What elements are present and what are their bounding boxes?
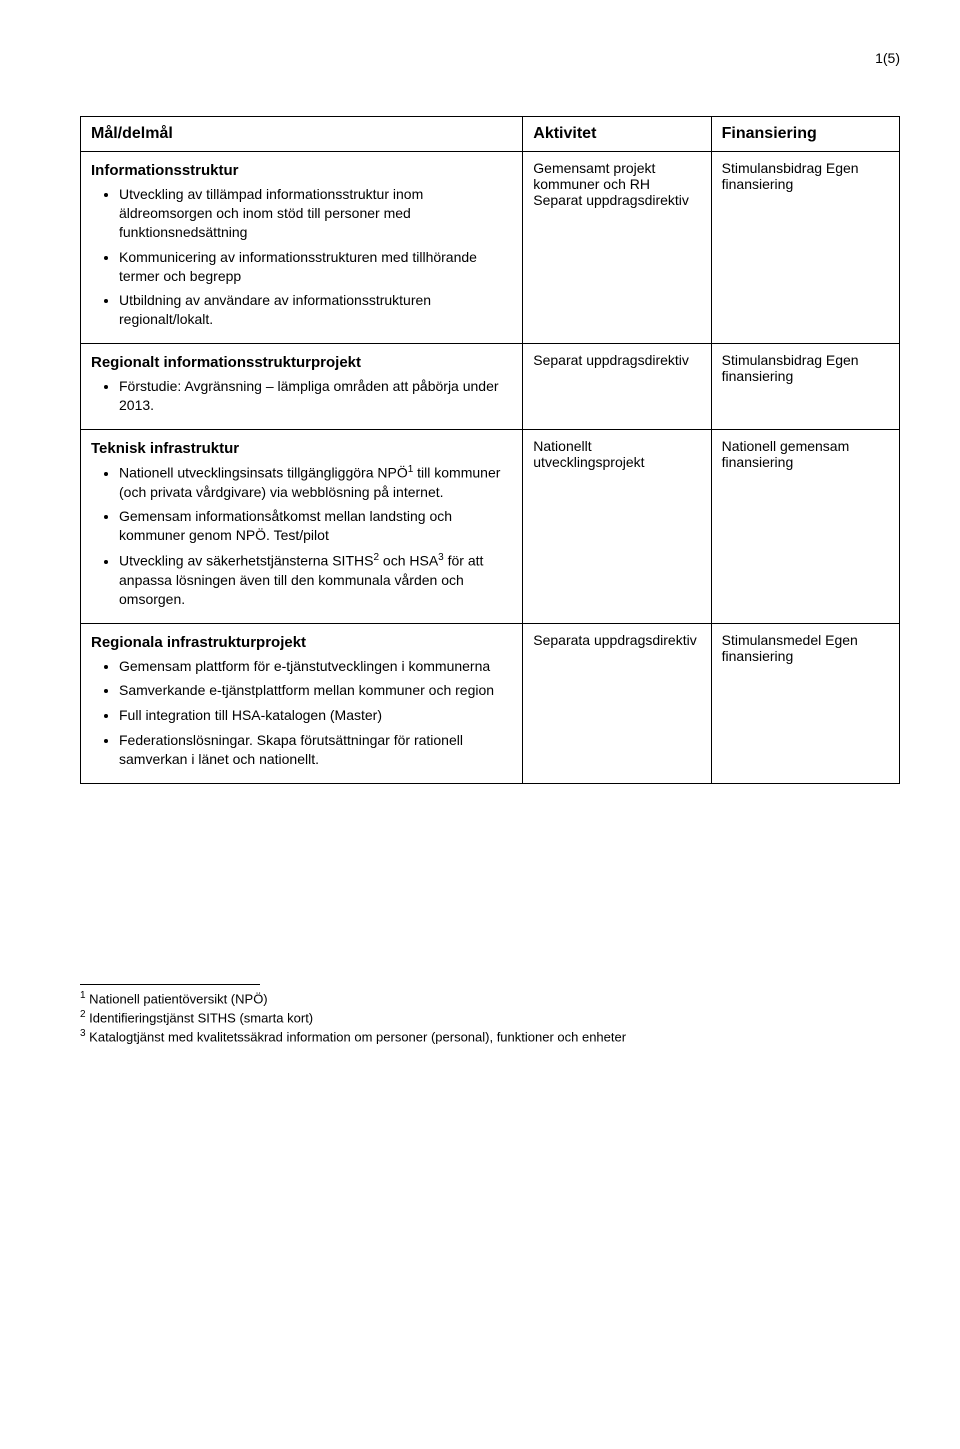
table-row: Teknisk infrastruktur Nationell utveckli… <box>81 430 900 624</box>
cell-finance-2: Stimulansbidrag Egen finansiering <box>711 344 899 430</box>
list-item: Federationslösningar. Skapa förutsättnin… <box>119 731 512 769</box>
table-row: Regionalt informationsstrukturprojekt Fö… <box>81 344 900 430</box>
cell-goal-3: Teknisk infrastruktur Nationell utveckli… <box>81 430 523 624</box>
list-item: Nationell utvecklingsinsats tillgängligg… <box>119 463 512 501</box>
cell-finance-1: Stimulansbidrag Egen finansiering <box>711 152 899 344</box>
main-table: Mål/delmål Aktivitet Finansiering Inform… <box>80 116 900 784</box>
cell-goal-4: Regionala infrastrukturprojekt Gemensam … <box>81 623 523 783</box>
table-row: Informationsstruktur Utveckling av tillä… <box>81 152 900 344</box>
list-item: Gemensam plattform för e-tjänstutvecklin… <box>119 657 512 676</box>
table-row: Regionala infrastrukturprojekt Gemensam … <box>81 623 900 783</box>
list-item: Samverkande e-tjänstplattform mellan kom… <box>119 681 512 700</box>
list-item: Kommunicering av informationsstrukturen … <box>119 248 512 286</box>
list-item: Gemensam informationsåtkomst mellan land… <box>119 507 512 545</box>
page-number: 1(5) <box>80 50 900 66</box>
header-col3: Finansiering <box>711 117 899 152</box>
cell-activity-4: Separata uppdragsdirektiv <box>523 623 711 783</box>
cell-activity-1: Gemensamt projekt kommuner och RH Separa… <box>523 152 711 344</box>
section-title: Informationsstruktur <box>91 162 512 179</box>
text: Nationell utvecklingsinsats tillgängligg… <box>119 465 408 481</box>
footnote-1: 1 Nationell patientöversikt (NPÖ) <box>80 989 900 1008</box>
cell-finance-4: Stimulansmedel Egen finansiering <box>711 623 899 783</box>
footnote-2: 2 Identifieringstjänst SITHS (smarta kor… <box>80 1008 900 1027</box>
cell-finance-3: Nationell gemensam finansiering <box>711 430 899 624</box>
cell-goal-2: Regionalt informationsstrukturprojekt Fö… <box>81 344 523 430</box>
header-row: Mål/delmål Aktivitet Finansiering <box>81 117 900 152</box>
footnote-3: 3 Katalogtjänst med kvalitetssäkrad info… <box>80 1027 900 1046</box>
section-title: Regionala infrastrukturprojekt <box>91 634 512 651</box>
header-col2: Aktivitet <box>523 117 711 152</box>
footnote-divider <box>80 984 260 985</box>
text: Utveckling av säkerhetstjänsterna SITHS <box>119 553 373 569</box>
list-item: Full integration till HSA-katalogen (Mas… <box>119 706 512 725</box>
cell-activity-3: Nationellt utvecklingsprojekt <box>523 430 711 624</box>
list-item: Utveckling av tillämpad informationsstru… <box>119 185 512 242</box>
list-item: Förstudie: Avgränsning – lämpliga område… <box>119 377 512 415</box>
section-title: Regionalt informationsstrukturprojekt <box>91 354 512 371</box>
cell-goal-1: Informationsstruktur Utveckling av tillä… <box>81 152 523 344</box>
header-col1: Mål/delmål <box>81 117 523 152</box>
section-title: Teknisk infrastruktur <box>91 440 512 457</box>
list-item: Utbildning av användare av informationss… <box>119 291 512 329</box>
list-item: Utveckling av säkerhetstjänsterna SITHS2… <box>119 551 512 608</box>
footnotes: 1 Nationell patientöversikt (NPÖ) 2 Iden… <box>80 984 900 1046</box>
cell-activity-2: Separat uppdragsdirektiv <box>523 344 711 430</box>
text: och HSA <box>379 553 438 569</box>
